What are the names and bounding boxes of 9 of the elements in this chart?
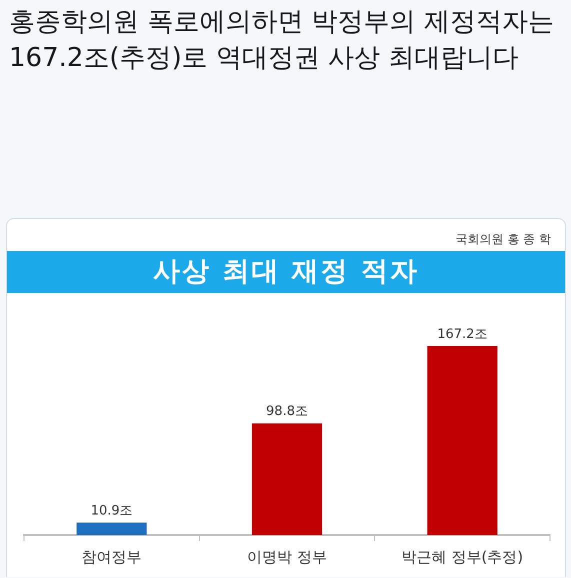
x-tick-label: 박근혜 정부(추정) [402,548,524,566]
data-label: 167.2조 [437,326,488,342]
text: 국회의원 홍 종 학 [456,231,551,248]
x-tick-label: 이명박 정부 [247,548,327,566]
text: 홍종학의원 폭로에의하면 박정부의 제정적자는 167.2조(추정)로 역대정권 사상 최대랍니다 [9,6,555,75]
chart-title: 사상 최대 재정 적자 [7,251,565,293]
x-tick-label: 참여정부 [82,548,142,566]
data-label: 10.9조 [90,504,133,519]
data-label: 98.8조 [266,404,308,420]
